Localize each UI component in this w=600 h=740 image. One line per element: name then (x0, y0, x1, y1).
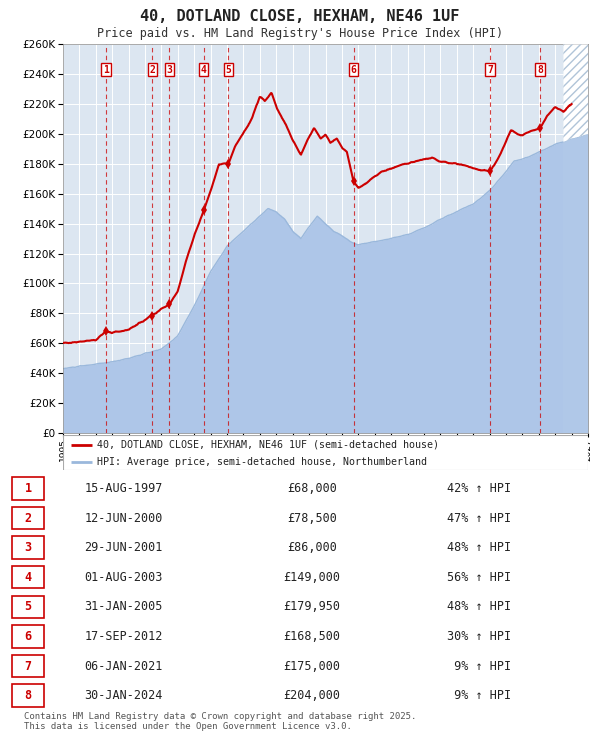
Text: 48% ↑ HPI: 48% ↑ HPI (447, 541, 511, 554)
Text: 30-JAN-2024: 30-JAN-2024 (85, 689, 163, 702)
Text: 3: 3 (167, 64, 172, 75)
Text: 5: 5 (226, 64, 232, 75)
Text: 56% ↑ HPI: 56% ↑ HPI (447, 571, 511, 584)
FancyBboxPatch shape (12, 655, 44, 677)
FancyBboxPatch shape (12, 566, 44, 588)
Text: 31-JAN-2005: 31-JAN-2005 (85, 600, 163, 613)
Text: 40, DOTLAND CLOSE, HEXHAM, NE46 1UF (semi-detached house): 40, DOTLAND CLOSE, HEXHAM, NE46 1UF (sem… (97, 440, 439, 450)
Text: Contains HM Land Registry data © Crown copyright and database right 2025.
This d: Contains HM Land Registry data © Crown c… (24, 712, 416, 731)
FancyBboxPatch shape (12, 596, 44, 618)
FancyBboxPatch shape (12, 684, 44, 707)
Text: 29-JUN-2001: 29-JUN-2001 (85, 541, 163, 554)
Text: £168,500: £168,500 (283, 630, 340, 643)
Text: HPI: Average price, semi-detached house, Northumberland: HPI: Average price, semi-detached house,… (97, 457, 427, 467)
Text: £78,500: £78,500 (287, 511, 337, 525)
Text: 2: 2 (25, 511, 32, 525)
Text: Price paid vs. HM Land Registry's House Price Index (HPI): Price paid vs. HM Land Registry's House … (97, 27, 503, 41)
Text: 3: 3 (25, 541, 32, 554)
Text: £68,000: £68,000 (287, 482, 337, 495)
Text: 06-JAN-2021: 06-JAN-2021 (85, 659, 163, 673)
Text: 6: 6 (25, 630, 32, 643)
Text: 4: 4 (201, 64, 207, 75)
Text: 9% ↑ HPI: 9% ↑ HPI (447, 659, 511, 673)
Text: 30% ↑ HPI: 30% ↑ HPI (447, 630, 511, 643)
Text: £179,950: £179,950 (283, 600, 340, 613)
FancyBboxPatch shape (12, 536, 44, 559)
Text: £204,000: £204,000 (283, 689, 340, 702)
Text: 2: 2 (149, 64, 155, 75)
FancyBboxPatch shape (12, 507, 44, 529)
Text: 5: 5 (25, 600, 32, 613)
Text: 9% ↑ HPI: 9% ↑ HPI (447, 689, 511, 702)
Text: 12-JUN-2000: 12-JUN-2000 (85, 511, 163, 525)
Text: 01-AUG-2003: 01-AUG-2003 (85, 571, 163, 584)
Text: 1: 1 (103, 64, 109, 75)
Text: 42% ↑ HPI: 42% ↑ HPI (447, 482, 511, 495)
Text: 17-SEP-2012: 17-SEP-2012 (85, 630, 163, 643)
FancyBboxPatch shape (12, 625, 44, 648)
Text: £86,000: £86,000 (287, 541, 337, 554)
Text: 8: 8 (537, 64, 543, 75)
Text: 4: 4 (25, 571, 32, 584)
Text: 15-AUG-1997: 15-AUG-1997 (85, 482, 163, 495)
Text: 7: 7 (487, 64, 493, 75)
Text: 6: 6 (350, 64, 356, 75)
Text: £149,000: £149,000 (283, 571, 340, 584)
Text: 48% ↑ HPI: 48% ↑ HPI (447, 600, 511, 613)
Text: 47% ↑ HPI: 47% ↑ HPI (447, 511, 511, 525)
Text: 40, DOTLAND CLOSE, HEXHAM, NE46 1UF: 40, DOTLAND CLOSE, HEXHAM, NE46 1UF (140, 9, 460, 24)
Text: £175,000: £175,000 (283, 659, 340, 673)
FancyBboxPatch shape (12, 477, 44, 500)
Text: 7: 7 (25, 659, 32, 673)
Text: 1: 1 (25, 482, 32, 495)
Text: 8: 8 (25, 689, 32, 702)
